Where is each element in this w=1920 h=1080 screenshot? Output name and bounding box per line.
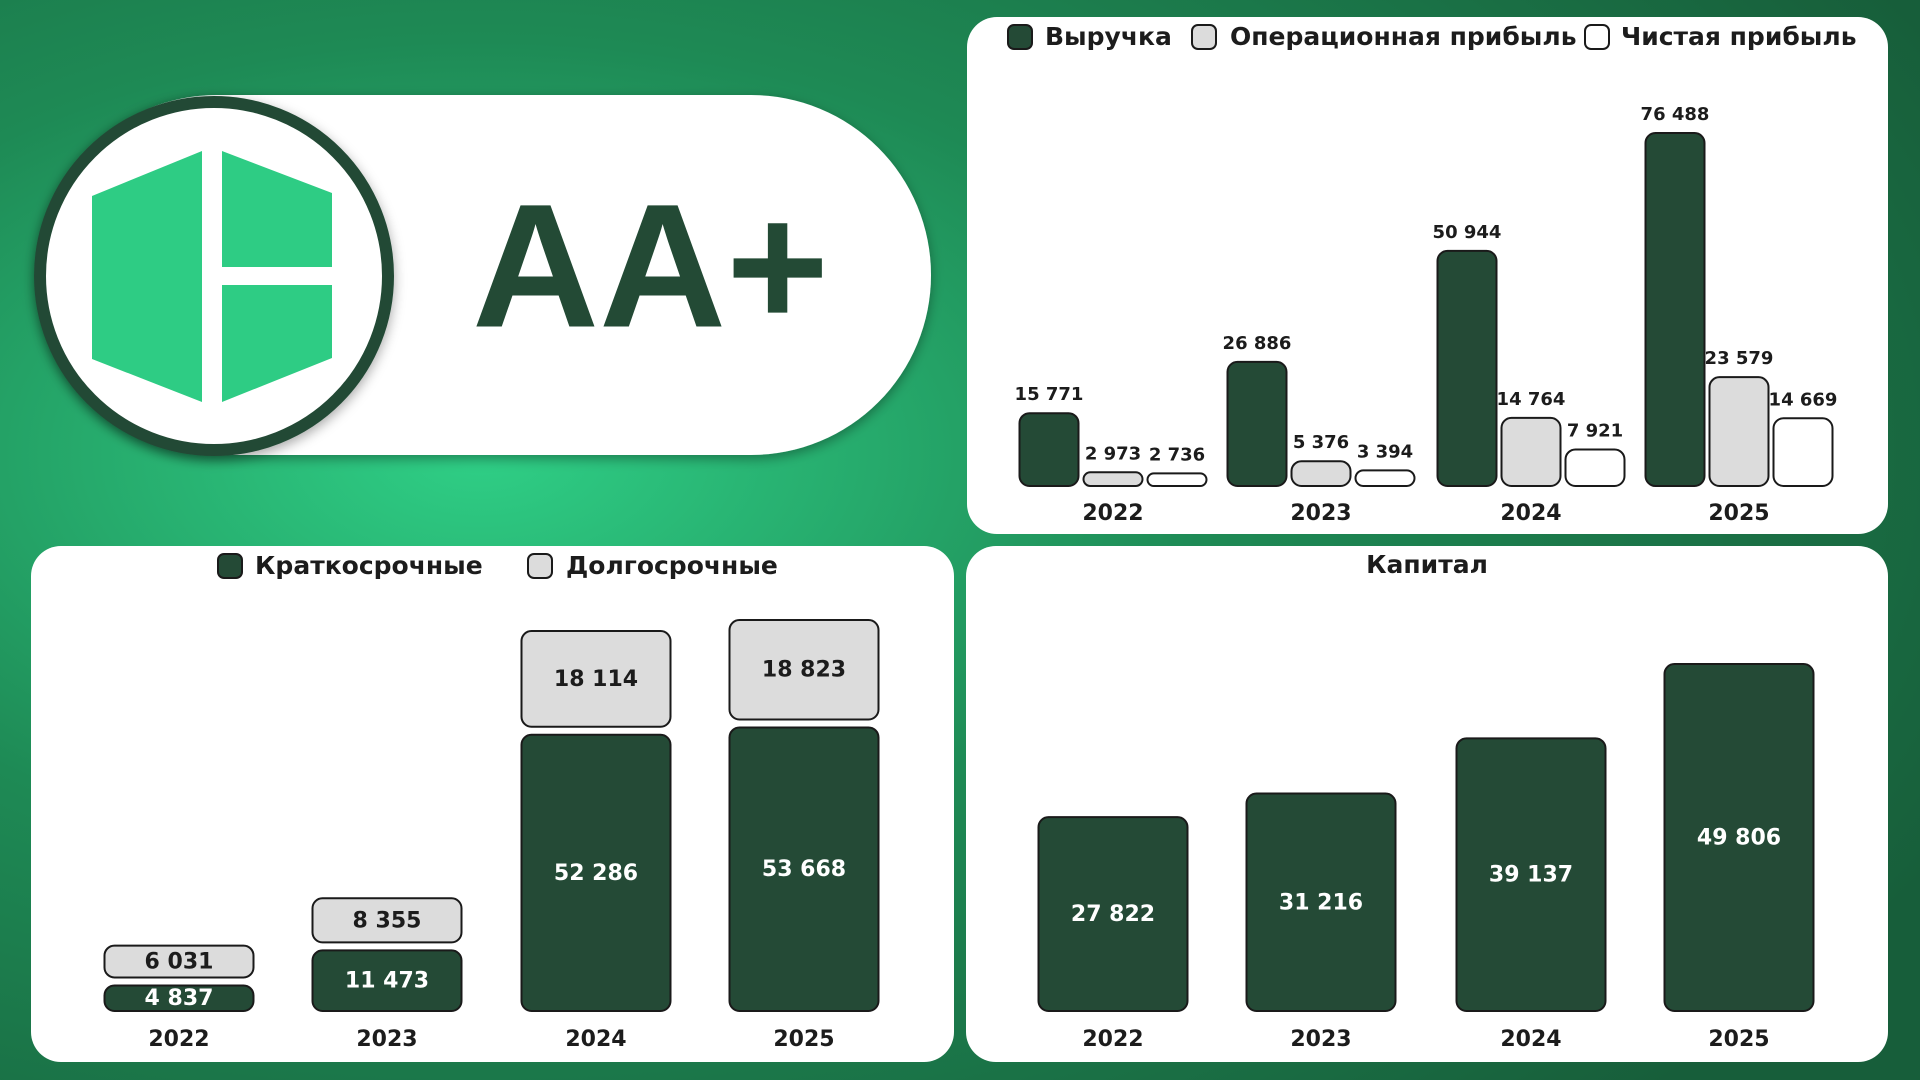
bar-segment	[520, 733, 672, 1012]
bar	[1564, 448, 1626, 487]
value-label: 26 886	[1223, 333, 1292, 354]
rating: AA+	[472, 168, 829, 364]
bar-segment	[728, 726, 880, 1012]
bar	[1644, 132, 1706, 487]
x-tick-label: 2023	[1290, 501, 1351, 526]
value-label: 76 488	[1641, 104, 1710, 125]
bar	[1082, 471, 1144, 487]
logo-part	[92, 151, 202, 402]
value-label: 4 837	[145, 986, 214, 1011]
value-label: 27 822	[1071, 902, 1155, 927]
value-label: 8 355	[353, 908, 422, 933]
logo	[92, 151, 332, 402]
value-label: 39 137	[1489, 863, 1573, 888]
value-label: 2 736	[1149, 444, 1205, 465]
bar	[1772, 417, 1834, 487]
chart-title: Капитал	[1366, 550, 1488, 579]
value-label: 49 806	[1697, 826, 1781, 851]
value-label: 31 216	[1279, 890, 1363, 915]
panel	[966, 546, 1888, 1062]
legend-label: Операционная прибыль	[1230, 22, 1577, 51]
bar	[1146, 472, 1208, 487]
value-label: 23 579	[1705, 348, 1774, 369]
value-label: 53 668	[762, 857, 846, 882]
legend-swatch	[1584, 24, 1610, 50]
bar	[1245, 792, 1397, 1013]
value-label: 5 376	[1293, 432, 1349, 453]
logo-part	[222, 151, 332, 267]
bar	[1436, 249, 1498, 487]
bar	[1037, 816, 1189, 1012]
value-label: 50 944	[1433, 222, 1502, 243]
value-label: 6 031	[145, 950, 214, 975]
legend-swatch	[217, 553, 243, 579]
value-label: 18 823	[762, 658, 846, 683]
x-tick-label: 2025	[773, 1027, 834, 1052]
legend-swatch	[527, 553, 553, 579]
value-label: 14 764	[1497, 389, 1566, 410]
value-label: 7 921	[1567, 420, 1623, 441]
bar	[1354, 469, 1416, 487]
bar	[1290, 460, 1352, 488]
panel	[31, 546, 954, 1062]
value-label: 11 473	[345, 969, 429, 994]
value-label: 2 973	[1085, 443, 1141, 464]
value-label: 15 771	[1015, 384, 1084, 405]
x-tick-label: 2023	[1290, 1027, 1351, 1052]
bar	[1455, 737, 1607, 1012]
bar-segment	[520, 630, 672, 728]
bar	[1018, 412, 1080, 487]
x-tick-label: 2025	[1708, 1027, 1769, 1052]
bar-segment	[311, 897, 463, 944]
x-tick-label: 2022	[1082, 1027, 1143, 1052]
x-tick-label: 2022	[1082, 501, 1143, 526]
x-tick-label: 2024	[1500, 501, 1561, 526]
logo-part	[222, 285, 332, 402]
bar-segment	[103, 944, 255, 979]
bar	[1500, 416, 1562, 487]
value-label: 14 669	[1769, 389, 1838, 410]
legend-swatch	[1191, 24, 1217, 50]
value-label: 52 286	[554, 861, 638, 886]
x-tick-label: 2022	[148, 1027, 209, 1052]
bar	[1226, 360, 1288, 487]
bar-segment	[728, 619, 880, 721]
legend-label: Краткосрочные	[255, 551, 483, 580]
x-tick-label: 2024	[1500, 1027, 1561, 1052]
legend-label: Выручка	[1045, 22, 1172, 51]
bar-segment	[103, 984, 255, 1013]
legend-label: Долгосрочные	[566, 551, 778, 580]
legend-swatch	[1007, 24, 1033, 50]
bar	[1663, 663, 1815, 1012]
bar-segment	[311, 949, 463, 1012]
x-tick-label: 2025	[1708, 501, 1769, 526]
x-tick-label: 2023	[356, 1027, 417, 1052]
value-label: 18 114	[554, 667, 638, 692]
legend-label: Чистая прибыль	[1621, 22, 1857, 51]
x-tick-label: 2024	[565, 1027, 626, 1052]
value-label: 3 394	[1357, 441, 1413, 462]
bar	[1708, 376, 1770, 487]
